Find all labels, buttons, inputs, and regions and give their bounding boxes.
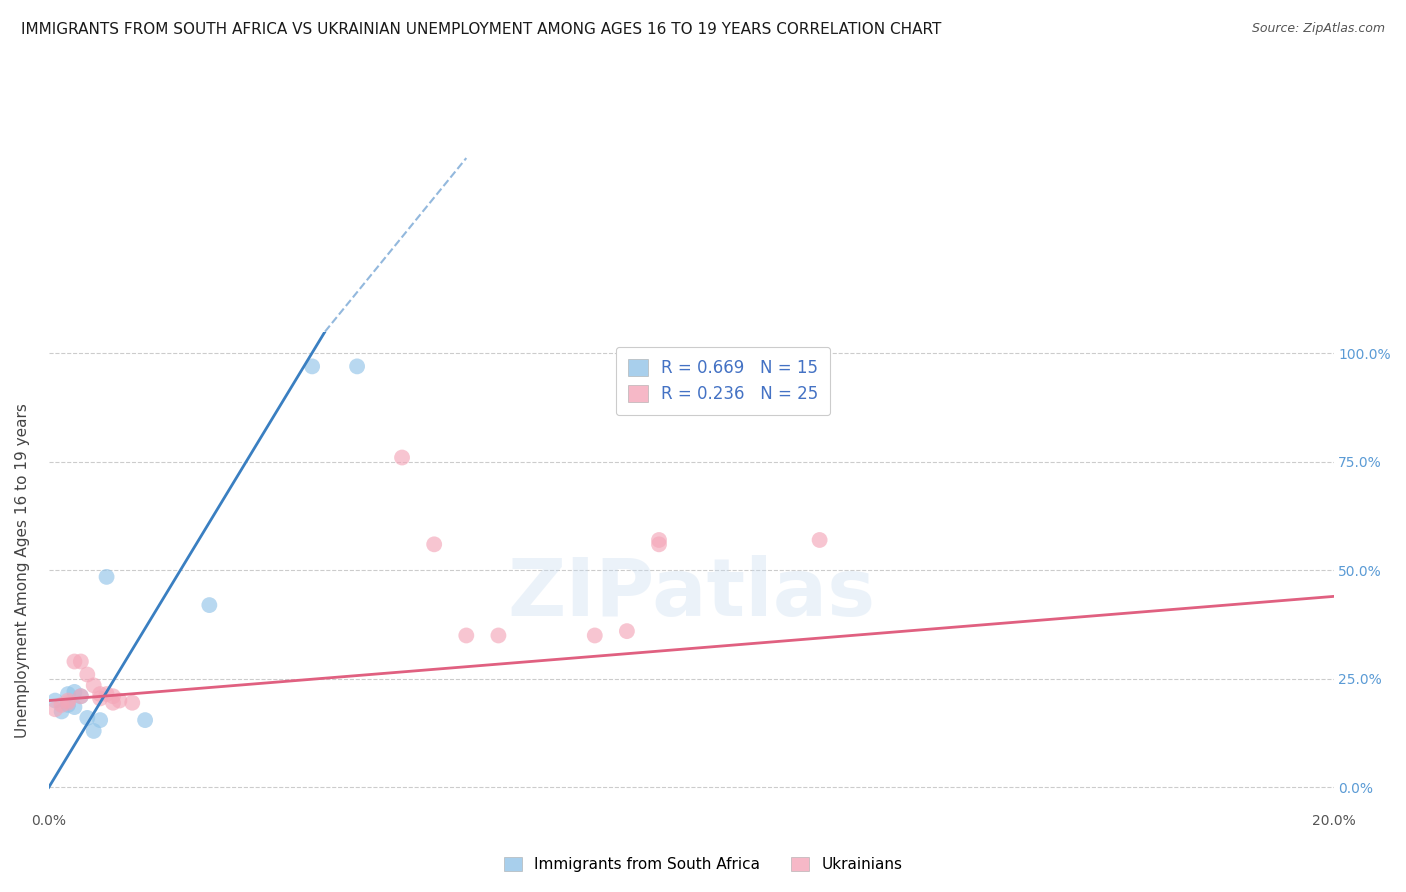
Point: [70, 690, 93, 704]
Point: [76, 711, 98, 725]
Point: [648, 533, 671, 547]
Point: [63, 685, 86, 699]
Point: [63, 700, 86, 714]
Point: [121, 696, 143, 710]
Text: ZIPatlas: ZIPatlas: [508, 555, 876, 633]
Point: [96, 687, 118, 701]
Point: [51, 705, 73, 719]
Point: [108, 693, 131, 707]
Point: [83, 678, 105, 692]
Point: [83, 723, 105, 738]
Point: [391, 450, 413, 465]
Point: [89, 691, 111, 706]
Point: [486, 628, 509, 642]
Point: [423, 537, 446, 551]
Point: [198, 598, 221, 612]
Point: [616, 624, 638, 639]
Point: [56, 693, 79, 707]
Point: [51, 698, 73, 712]
Point: [63, 655, 86, 669]
Y-axis label: Unemployment Among Ages 16 to 19 years: Unemployment Among Ages 16 to 19 years: [15, 403, 30, 738]
Legend: Immigrants from South Africa, Ukrainians: Immigrants from South Africa, Ukrainians: [496, 849, 910, 880]
Point: [346, 359, 368, 374]
Point: [56, 696, 79, 710]
Point: [89, 713, 111, 727]
Text: IMMIGRANTS FROM SOUTH AFRICA VS UKRAINIAN UNEMPLOYMENT AMONG AGES 16 TO 19 YEARS: IMMIGRANTS FROM SOUTH AFRICA VS UKRAINIA…: [21, 22, 942, 37]
Point: [134, 713, 156, 727]
Point: [70, 690, 93, 704]
Point: [101, 696, 124, 710]
Point: [808, 533, 831, 547]
Point: [583, 628, 606, 642]
Legend: R = 0.669   N = 15, R = 0.236   N = 25: R = 0.669 N = 15, R = 0.236 N = 25: [616, 347, 830, 415]
Point: [56, 698, 79, 712]
Point: [101, 690, 124, 704]
Point: [76, 667, 98, 681]
Text: Source: ZipAtlas.com: Source: ZipAtlas.com: [1251, 22, 1385, 36]
Point: [456, 628, 478, 642]
Point: [70, 655, 93, 669]
Point: [44, 702, 66, 716]
Point: [89, 687, 111, 701]
Point: [648, 537, 671, 551]
Point: [96, 570, 118, 584]
Point: [56, 687, 79, 701]
Point: [44, 693, 66, 707]
Point: [301, 359, 323, 374]
